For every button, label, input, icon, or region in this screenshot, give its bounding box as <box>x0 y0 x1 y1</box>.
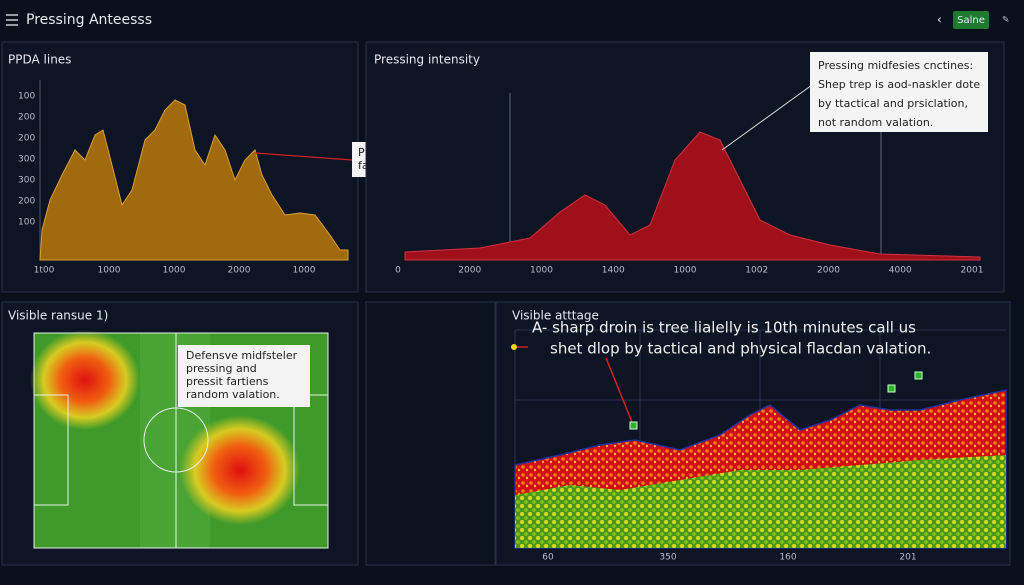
x-tick-label: 1t00 <box>34 266 55 276</box>
y-tick-label: 100 <box>18 92 35 102</box>
pitch-lines <box>33 332 329 549</box>
recovery-area <box>515 455 1006 548</box>
x-tick-label: 160 <box>779 553 796 563</box>
annotation-box <box>810 52 988 132</box>
y-tick-label: 200 <box>18 134 35 144</box>
intensity-area <box>404 131 981 261</box>
ppda-area <box>39 99 349 261</box>
annotation-text: Defensve midfsteler <box>186 349 298 362</box>
panel-title: Visible ransue 1) <box>8 309 108 323</box>
x-tick-label: 2001 <box>961 266 984 276</box>
y-tick-label: 200 <box>18 197 35 207</box>
y-tick-label: 100 <box>18 218 35 228</box>
x-tick-label: 1000 <box>163 266 186 276</box>
empty-panel <box>365 301 496 566</box>
panel-attack: Visible atttage A- sharp droin is tree l… <box>495 301 1011 566</box>
annotation-text: Shep trep is aod-naskler dote <box>818 78 980 91</box>
panel-title: Visible atttage <box>512 309 599 323</box>
x-tick-label: 1400 <box>602 266 625 276</box>
x-tick-label: 1000 <box>674 266 697 276</box>
x-tick-label: 1000 <box>293 266 316 276</box>
annotation-text: Pressing midfesies cnctines: <box>818 59 973 72</box>
x-tick-label: 201 <box>899 553 916 563</box>
x-tick-label: 2000 <box>817 266 840 276</box>
annotation-text: not random valation. <box>818 116 933 129</box>
panel-intensity: Pressing intensity Pressing midfesies cn… <box>365 41 1005 293</box>
edit-icon[interactable]: ✎ <box>1002 16 1010 26</box>
save-button-label[interactable]: Salne <box>957 15 985 26</box>
back-icon[interactable]: ‹ <box>937 13 942 27</box>
panel-heatmap: Visible ransue 1) Defensve midfstelerpre… <box>1 301 359 566</box>
y-tick-label: 200 <box>18 113 35 123</box>
annotation-text: shet dlop by tactical and physical flacd… <box>550 340 931 358</box>
x-tick-label: 0 <box>395 266 401 276</box>
x-tick-label: 1002 <box>745 266 768 276</box>
annotation-text: A- sharp droin is tree lialelly is 10th … <box>532 319 916 337</box>
annotation-text: pressing and <box>186 362 257 375</box>
heat-zone <box>180 415 300 525</box>
annotation-text: random valation. <box>186 388 280 401</box>
heat-zone <box>30 330 140 430</box>
annotation-text: by ttactical and prsiclation, <box>818 97 968 110</box>
panel-title: Pressing intensity <box>374 53 480 67</box>
x-tick-label: 1000 <box>530 266 553 276</box>
annotation-arrow <box>605 357 633 423</box>
annotation-arrow <box>254 152 353 161</box>
menu-icon[interactable] <box>6 14 18 26</box>
x-tick-label: 2000 <box>458 266 481 276</box>
x-tick-label: 60 <box>542 553 554 563</box>
annotation-arrow <box>721 84 813 151</box>
save-button[interactable] <box>953 11 989 29</box>
annotation-box <box>178 345 310 407</box>
marker-dot <box>511 344 517 350</box>
annotation-text: pressit fartiens <box>186 375 269 388</box>
x-tick-label: 2000 <box>228 266 251 276</box>
y-tick-label: 300 <box>18 155 35 165</box>
x-tick-label: 350 <box>659 553 676 563</box>
app-title: Pressing Anteesss <box>26 12 152 28</box>
event-markers <box>629 371 923 430</box>
x-tick-label: 4000 <box>889 266 912 276</box>
y-tick-label: 300 <box>18 176 35 186</box>
x-tick-label: 1000 <box>98 266 121 276</box>
panel-title: PPDA lines <box>8 53 71 67</box>
